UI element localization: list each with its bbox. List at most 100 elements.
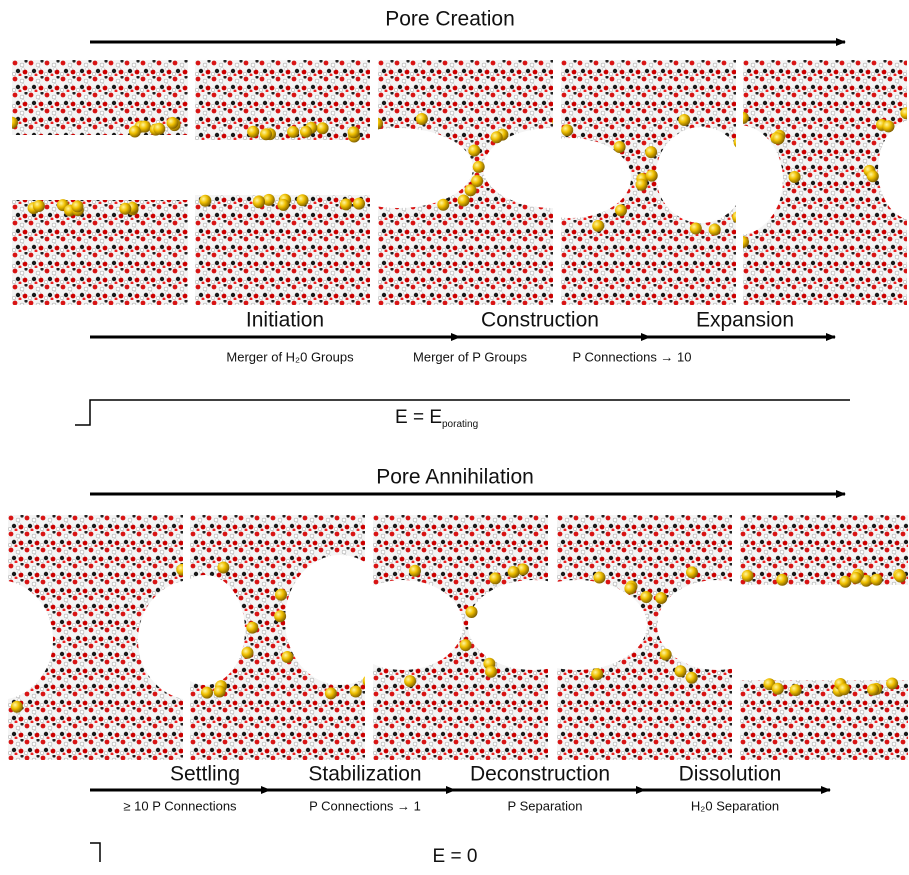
phosphorus-atom: [300, 126, 312, 138]
phosphorus-atom: [129, 126, 141, 138]
phosphorus-atom: [867, 684, 879, 696]
stage-name: Expansion: [696, 309, 794, 332]
phosphorus-atom: [247, 126, 259, 138]
phosphorus-atom: [690, 223, 702, 235]
phosphorus-atom: [732, 211, 744, 223]
stage-detail: Merger of H₂0 Groups: [226, 349, 354, 364]
snapshot: [738, 515, 909, 760]
phosphorus-atom: [894, 571, 906, 583]
energy-step: [90, 843, 100, 862]
phosphorus-atom: [471, 175, 483, 187]
phosphorus-atom: [615, 204, 627, 216]
phosphorus-atom: [772, 683, 784, 695]
section-title: Pore Creation: [385, 8, 515, 31]
section-title: Pore Annihilation: [376, 466, 534, 489]
phosphorus-atom: [790, 684, 802, 696]
stage-detail: ≥ 10 P Connections: [123, 798, 237, 813]
phosphorus-atom: [624, 583, 636, 595]
phosphorus-atom: [776, 574, 788, 586]
phosphorus-atom: [466, 606, 478, 618]
phosphorus-atom: [0, 567, 7, 579]
phosphorus-atom: [591, 668, 603, 680]
phosphorus-atom: [645, 146, 657, 158]
energy-subscript: porating: [442, 419, 478, 430]
pore-gap: [10, 135, 190, 200]
phosphorus-atom: [773, 133, 785, 145]
phosphorus-atom: [871, 574, 883, 586]
stage-name: Construction: [481, 309, 599, 332]
phosphorus-atom: [839, 576, 851, 588]
phosphorus-atom: [409, 565, 421, 577]
phosphorus-atom: [789, 171, 801, 183]
phosphorus-atom: [242, 647, 254, 659]
phosphorus-atom: [340, 198, 352, 210]
phosphorus-atom: [686, 566, 698, 578]
phosphorus-atom: [867, 170, 879, 182]
phosphorus-atom: [176, 564, 188, 576]
phosphorus-atom: [678, 114, 690, 126]
stage-name: Initiation: [246, 309, 324, 332]
phosphorus-atom: [850, 572, 862, 584]
phosphorus-atom: [199, 195, 211, 207]
phosphorus-atom: [437, 199, 449, 211]
phosphorus-atom: [489, 572, 501, 584]
phosphorus-atom: [350, 686, 362, 698]
pore-gap: [656, 127, 746, 223]
stage-detail: H₂0 Separation: [691, 798, 779, 813]
phosphorus-atom: [297, 194, 309, 206]
phosphorus-atom: [153, 123, 165, 135]
phosphorus-atom: [468, 145, 480, 157]
snapshots: [0, 60, 909, 760]
figure: Pore Creation Initiation Construction Ex…: [0, 0, 909, 875]
stage-name: Deconstruction: [470, 763, 610, 786]
snapshot: [6, 60, 190, 305]
phosphorus-atom: [33, 200, 45, 212]
phosphorus-atom: [119, 203, 131, 215]
phosphorus-atom: [508, 566, 520, 578]
phosphorus-atom: [491, 131, 503, 143]
energy-label: E = 0: [433, 846, 478, 867]
phosphorus-atom: [246, 622, 258, 634]
phosphorus-atom: [593, 572, 605, 584]
stage-detail: Merger of P Groups: [413, 349, 527, 364]
stage-name: Settling: [170, 763, 240, 786]
phosphorus-atom: [277, 199, 289, 211]
snapshot: [158, 515, 405, 760]
phosphorus-atom: [460, 639, 472, 651]
phosphorus-atom: [353, 198, 365, 210]
pore-gap: [193, 140, 372, 195]
phosphorus-atom: [371, 118, 383, 130]
phosphorus-atom: [260, 128, 272, 140]
stage-name: Stabilization: [308, 763, 421, 786]
phosphorus-atom: [742, 570, 754, 582]
phosphorus-atom: [640, 591, 652, 603]
phosphorus-atom: [660, 649, 672, 661]
phosphorus-atom: [737, 236, 749, 248]
stage-name: Dissolution: [679, 763, 782, 786]
phosphorus-atom: [686, 672, 698, 684]
phosphorus-atom: [253, 196, 265, 208]
phosphorus-atom: [317, 122, 329, 134]
energy-text: E = E: [395, 407, 442, 428]
phosphorus-atom: [404, 675, 416, 687]
phosphorus-atom: [655, 592, 667, 604]
snapshot: [193, 60, 372, 305]
phosphorus-atom: [561, 124, 573, 136]
phosphorus-atom: [325, 687, 337, 699]
phosphorus-atom: [646, 170, 658, 182]
phosphorus-atom: [6, 117, 18, 129]
phosphorus-atom: [737, 112, 749, 124]
stage-detail: P Connections → 1: [309, 798, 421, 813]
phosphorus-atom: [458, 195, 470, 207]
phosphorus-atom: [675, 665, 687, 677]
phosphorus-atom: [217, 562, 229, 574]
stage-detail: P Separation: [508, 798, 583, 813]
phosphorus-atom: [709, 224, 721, 236]
phosphorus-atom: [275, 589, 287, 601]
phosphorus-atom: [363, 675, 375, 687]
phosphorus-atom: [201, 687, 213, 699]
phosphorus-atom: [348, 126, 360, 138]
energy-label: E = Eporating: [395, 407, 478, 430]
phosphorus-atom: [473, 161, 485, 173]
phosphorus-atom: [167, 117, 179, 129]
